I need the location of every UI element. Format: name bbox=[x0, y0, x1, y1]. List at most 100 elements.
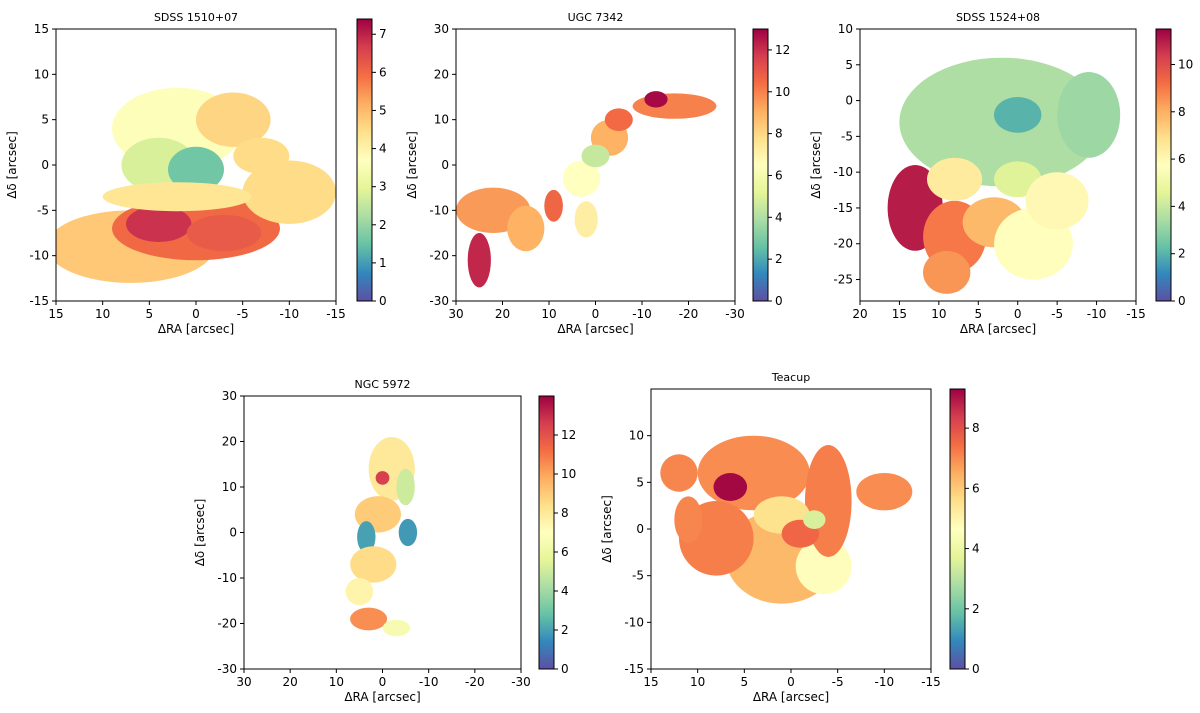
colorbar-tick-label: 4 bbox=[775, 210, 783, 224]
colorbar-tick-label: 6 bbox=[561, 545, 569, 559]
colorbar-tick-label: 0 bbox=[561, 662, 569, 676]
colorbar-tick-label: 2 bbox=[775, 252, 783, 266]
y-tick-label: 30 bbox=[434, 22, 449, 36]
y-tick-label: 10 bbox=[838, 22, 853, 36]
y-tick-label: 0 bbox=[229, 526, 237, 540]
heatmap-area bbox=[887, 57, 1121, 294]
y-tick-label: -30 bbox=[429, 294, 449, 308]
colorbar: 0 1 2 3 4 5 6 7 bbox=[356, 18, 387, 308]
colorbar-gradient bbox=[752, 28, 769, 302]
panel-title: Teacup bbox=[771, 371, 810, 384]
map-region bbox=[927, 157, 983, 201]
map-region bbox=[994, 97, 1042, 133]
map-region bbox=[350, 607, 388, 631]
y-tick-label: 5 bbox=[41, 113, 49, 127]
x-tick-label: -20 bbox=[465, 675, 485, 689]
x-tick-label: 10 bbox=[329, 675, 344, 689]
colorbar-gradient bbox=[356, 18, 373, 302]
map-region bbox=[581, 144, 610, 168]
colorbar-tick-label: 0 bbox=[379, 294, 387, 308]
map-region bbox=[674, 496, 703, 543]
x-tick-label: -30 bbox=[511, 675, 531, 689]
colorbar-tick-label: 10 bbox=[775, 85, 790, 99]
colorbar-tick-label: 6 bbox=[1178, 152, 1186, 166]
heatmap-area bbox=[660, 435, 913, 604]
y-axis-label: Δδ [arcsec] bbox=[405, 131, 419, 199]
panel-title: NGC 5972 bbox=[355, 378, 411, 391]
axes-frame bbox=[243, 395, 522, 670]
colorbar-tick-label: 12 bbox=[561, 428, 576, 442]
x-tick-label: 10 bbox=[541, 307, 556, 321]
x-tick-label: 15 bbox=[48, 307, 63, 321]
colorbar-tick-label: 8 bbox=[561, 506, 569, 520]
colorbar-gradient bbox=[538, 395, 555, 670]
x-axis-label: ΔRA [arcsec] bbox=[557, 322, 633, 336]
x-tick-label: 5 bbox=[146, 307, 154, 321]
map-region bbox=[350, 546, 397, 583]
y-tick-label: 0 bbox=[41, 158, 49, 172]
x-tick-label: 15 bbox=[892, 307, 907, 321]
x-tick-label: 10 bbox=[690, 675, 705, 689]
y-tick-label: 0 bbox=[636, 522, 644, 536]
x-tick-label: -10 bbox=[419, 675, 439, 689]
colorbar-tick-label: 0 bbox=[972, 662, 980, 676]
x-tick-label: 0 bbox=[592, 307, 600, 321]
y-tick-label: 10 bbox=[629, 429, 644, 443]
heatmap-area bbox=[345, 437, 418, 637]
x-tick-label: -15 bbox=[921, 675, 941, 689]
y-tick-label: -15 bbox=[29, 294, 49, 308]
y-tick-label: 5 bbox=[636, 475, 644, 489]
y-tick-label: -10 bbox=[429, 203, 449, 217]
map-region bbox=[660, 454, 698, 492]
x-tick-label: -10 bbox=[875, 675, 895, 689]
x-tick-label: 30 bbox=[448, 307, 463, 321]
x-tick-label: 5 bbox=[974, 307, 982, 321]
x-tick-label: -15 bbox=[1126, 307, 1146, 321]
y-tick-label: -10 bbox=[29, 249, 49, 263]
panel-title: UGC 7342 bbox=[568, 11, 624, 24]
y-tick-label: -15 bbox=[624, 662, 644, 676]
map-region bbox=[544, 189, 563, 222]
y-tick-label: -10 bbox=[833, 165, 853, 179]
map-region bbox=[923, 250, 971, 294]
colorbar-tick-label: 2 bbox=[561, 623, 569, 637]
x-tick-label: -10 bbox=[1087, 307, 1107, 321]
colorbar-tick-label: 3 bbox=[379, 180, 387, 194]
colorbar-tick-label: 5 bbox=[379, 103, 387, 117]
colorbar-tick-label: 2 bbox=[1178, 247, 1186, 261]
x-tick-label: -10 bbox=[280, 307, 300, 321]
y-tick-label: 0 bbox=[845, 94, 853, 108]
x-tick-label: -20 bbox=[679, 307, 699, 321]
map-region bbox=[357, 521, 376, 553]
panel-title: SDSS 1524+08 bbox=[956, 11, 1040, 24]
x-tick-label: 0 bbox=[192, 307, 200, 321]
map-region bbox=[562, 160, 601, 197]
y-tick-label: 20 bbox=[434, 67, 449, 81]
map-region bbox=[604, 108, 633, 131]
y-tick-label: -25 bbox=[833, 273, 853, 287]
x-tick-label: -5 bbox=[237, 307, 249, 321]
colorbar-gradient bbox=[949, 388, 966, 670]
y-tick-label: 15 bbox=[34, 22, 49, 36]
colorbar-tick-label: 8 bbox=[972, 421, 980, 435]
colorbar-tick-label: 4 bbox=[1178, 199, 1186, 213]
y-tick-label: -20 bbox=[833, 237, 853, 251]
x-axis-label: ΔRA [arcsec] bbox=[960, 322, 1036, 336]
map-region bbox=[382, 619, 411, 637]
x-axis-label: ΔRA [arcsec] bbox=[344, 690, 420, 704]
map-region bbox=[396, 468, 415, 506]
colorbar-tick-label: 6 bbox=[379, 65, 387, 79]
map-region bbox=[1025, 172, 1089, 230]
x-tick-label: 20 bbox=[852, 307, 867, 321]
colorbar-tick-label: 2 bbox=[972, 602, 980, 616]
heatmap-area bbox=[456, 91, 717, 288]
x-axis-label: ΔRA [arcsec] bbox=[753, 690, 829, 704]
y-axis-label: Δδ [arcsec] bbox=[5, 131, 19, 199]
y-tick-label: -5 bbox=[632, 569, 644, 583]
map-region bbox=[644, 91, 668, 108]
x-axis-label: ΔRA [arcsec] bbox=[158, 322, 234, 336]
x-tick-label: -10 bbox=[632, 307, 652, 321]
y-tick-label: -10 bbox=[217, 571, 237, 585]
